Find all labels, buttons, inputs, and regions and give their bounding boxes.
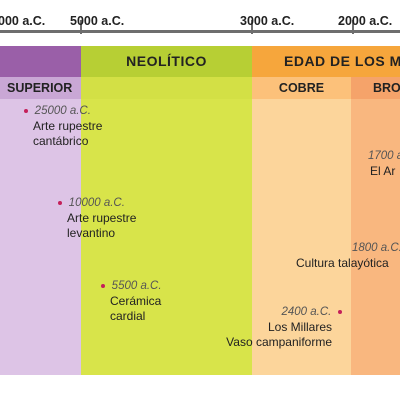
event-los-millares: 2400 a.C. Los Millares Vaso campaniforme [206,304,342,350]
event-text: Arte rupestre [33,119,103,133]
edad-metales-title: EDAD DE LOS M [284,53,400,69]
axis-tick [352,20,354,34]
event-dot [338,309,342,314]
event-text: Vaso campaniforme [226,335,332,349]
event-year: 5500 a.C. [111,280,162,292]
event-year: 1800 a.C. [352,242,400,254]
event-text: Cultura talayótica [296,256,389,270]
superior-subheader: SUPERIOR [0,77,81,99]
edad-metales-header: EDAD DE LOS M [252,46,400,77]
event-text: Arte rupestre [67,211,137,225]
event-dot [58,200,62,205]
event-dot [24,108,28,113]
cobre-title: COBRE [278,81,325,95]
event-year: 25000 a.C. [34,105,91,117]
neolitico-header: NEOLÍTICO [81,46,252,77]
event-dot [101,283,105,288]
paleolitico-column [0,99,81,375]
bronce-subheader: BRO [351,77,400,99]
superior-title: SUPERIOR [7,81,73,95]
event-text: El Ar [370,164,396,178]
event-el-argar: 1700 a El Ar [368,148,400,179]
event-ceramica-cardial: 5500 a.C. Cerámica cardial [101,278,162,324]
event-cultura-talayotica: 1800 a.C. Cultura talayótica [296,240,400,271]
event-year: 10000 a.C. [68,197,125,209]
neolitico-subheader [81,77,252,99]
event-text: Cerámica [110,294,162,308]
axis-tick-label: 5000 a.C. [70,14,125,28]
event-text: Los Millares [267,320,332,334]
timeline-axis [0,30,400,33]
cobre-subheader: COBRE [252,77,351,99]
event-arte-cantabrico: 25000 a.C. Arte rupestre cantábrico [24,103,102,149]
axis-tick [251,20,253,34]
event-text: cantábrico [33,134,89,148]
paleolitico-header [0,46,81,77]
axis-tick-label: 2000 a.C. [338,14,393,28]
event-text: levantino [67,226,116,240]
axis-tick-label: 3000 a.C. [240,14,295,28]
event-year: 2400 a.C. [281,306,332,318]
neolitico-column [81,99,252,375]
event-arte-levantino: 10000 a.C. Arte rupestre levantino [58,195,136,241]
neolitico-title: NEOLÍTICO [126,53,207,69]
event-text: cardial [110,309,146,323]
cobre-column [252,99,351,375]
bronce-column [351,99,400,375]
axis-tick-label: 000 a.C. [0,14,46,28]
axis-tick [80,20,82,34]
bronce-title: BRO [373,81,400,95]
event-year: 1700 a [368,150,400,162]
